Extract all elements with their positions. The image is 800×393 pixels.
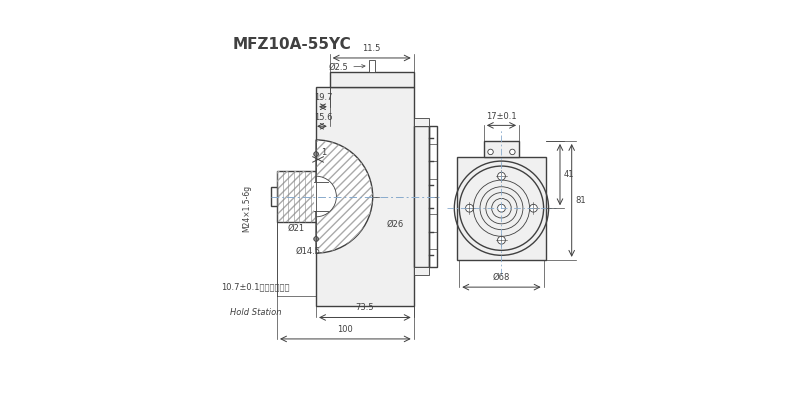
Circle shape: [510, 149, 515, 155]
Text: MFZ10A-55YC: MFZ10A-55YC: [232, 37, 351, 51]
Text: 19.7: 19.7: [314, 93, 332, 102]
Text: 41: 41: [564, 170, 574, 179]
Text: Ø26: Ø26: [386, 219, 403, 228]
Wedge shape: [316, 176, 336, 217]
Circle shape: [498, 236, 506, 244]
Text: Ø68: Ø68: [493, 273, 510, 282]
Bar: [430, 126, 437, 267]
Text: 10.7±0.1（吸合位置）: 10.7±0.1（吸合位置）: [222, 282, 290, 291]
Text: Hold Station: Hold Station: [230, 309, 282, 318]
Bar: [277, 171, 316, 222]
Bar: [414, 126, 430, 267]
Bar: [271, 187, 277, 206]
Text: Ø21: Ø21: [288, 224, 305, 233]
Text: 81: 81: [575, 196, 586, 205]
Text: 1: 1: [322, 149, 326, 158]
Bar: [484, 141, 519, 156]
Bar: [314, 182, 328, 211]
Circle shape: [466, 204, 474, 212]
Circle shape: [314, 152, 318, 156]
Text: Ø14.5: Ø14.5: [296, 247, 321, 256]
Circle shape: [530, 204, 538, 212]
Circle shape: [488, 149, 494, 155]
Text: 17±0.1: 17±0.1: [486, 112, 517, 121]
Circle shape: [314, 237, 318, 241]
Text: 15.6: 15.6: [314, 112, 332, 121]
Text: M24×1.5-6g: M24×1.5-6g: [242, 185, 251, 232]
Text: 100: 100: [338, 325, 354, 334]
Bar: [414, 267, 430, 275]
Bar: [316, 87, 414, 306]
Bar: [330, 72, 414, 87]
Bar: [369, 60, 375, 72]
Bar: [414, 118, 430, 126]
Circle shape: [498, 204, 506, 212]
Circle shape: [498, 172, 506, 180]
Bar: [277, 171, 316, 222]
Text: 11.5: 11.5: [362, 44, 381, 53]
Wedge shape: [316, 140, 373, 253]
Bar: [457, 156, 546, 260]
Text: Ø2.5: Ø2.5: [329, 63, 365, 72]
Text: 73.5: 73.5: [355, 303, 374, 312]
